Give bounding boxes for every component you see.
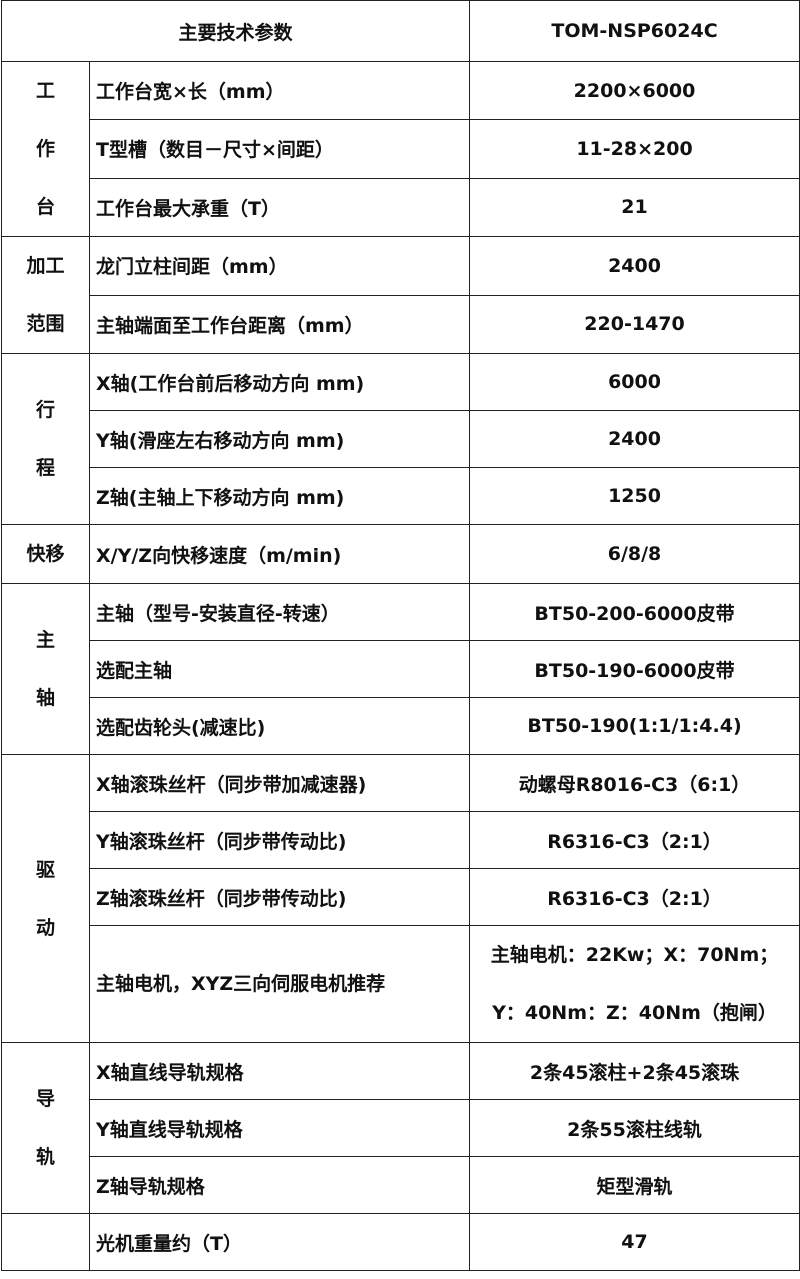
- value-cell: 2400: [469, 236, 800, 296]
- value-cell: 矩型滑轨: [469, 1156, 800, 1214]
- header-row: 主要技术参数 TOM-NSP6024C: [0, 0, 800, 62]
- param-cell: Y轴直线导轨规格: [88, 1099, 471, 1157]
- table-row: Y轴滚珠丝杆（同步带传动比) R6316-C3（2:1）: [2, 811, 800, 869]
- value-cell: BT50-190(1:1/1:4.4): [469, 697, 800, 755]
- table-row: Z轴导轨规格 矩型滑轨: [2, 1156, 800, 1214]
- table-row: 选配齿轮头(减速比) BT50-190(1:1/1:4.4): [2, 697, 800, 755]
- table-row: 快移 X/Y/Z向快移速度（m/min) 6/8/8: [1, 524, 800, 584]
- group-label: 驱动: [35, 858, 55, 939]
- table-row: Z轴(主轴上下移动方向 mm) 1250: [2, 467, 800, 525]
- param-cell: 主轴端面至工作台距离（mm）: [88, 294, 471, 354]
- value-cell: 220-1470: [469, 294, 800, 354]
- value-cell: 主轴电机：22Kw；X：70Nm；Y：40Nm：Z：40Nm（抱闸）: [469, 925, 800, 1043]
- value-cell: 2条45滚柱+2条45滚珠: [469, 1042, 800, 1100]
- table-row: 主轴 主轴（型号-安装直径-转速） BT50-200-6000皮带: [1, 583, 800, 755]
- group-cell: 驱动: [1, 754, 90, 1043]
- table-row: 工作台 工作台宽×长（mm） 2200×6000: [1, 60, 800, 237]
- param-cell: X/Y/Z向快移速度（m/min): [88, 524, 471, 584]
- group-label: 工作台: [35, 80, 55, 218]
- param-cell: Z轴滚珠丝杆（同步带传动比): [88, 868, 471, 926]
- value-cell: 11-28×200: [469, 119, 800, 179]
- table-row: 选配主轴 BT50-190-6000皮带: [2, 640, 800, 698]
- group-cell: [1, 1213, 90, 1271]
- value-cell: BT50-190-6000皮带: [469, 640, 800, 698]
- group-cell: 工作台: [1, 61, 90, 237]
- value-cell: R6316-C3（2:1）: [469, 868, 800, 926]
- param-cell: 龙门立柱间距（mm）: [88, 236, 471, 296]
- group-label: 主轴: [35, 629, 55, 709]
- header-model: TOM-NSP6024C: [469, 0, 800, 62]
- value-cell: 21: [469, 177, 800, 238]
- param-cell: X轴(工作台前后移动方向 mm): [88, 353, 471, 411]
- param-cell: 主轴（型号-安装直径-转速）: [88, 583, 471, 641]
- group-label: 加工范围: [26, 255, 65, 335]
- table-row: 加工范围 龙门立柱间距（mm） 2400: [1, 236, 800, 354]
- group-cell: 加工范围: [1, 236, 90, 354]
- table-row: 光机重量约（T） 47: [1, 1213, 800, 1271]
- param-cell: X轴滚珠丝杆（同步带加减速器): [88, 754, 471, 812]
- table-row: Y轴(滑座左右移动方向 mm) 2400: [2, 410, 800, 468]
- table-row: Y轴直线导轨规格 2条55滚柱线轨: [2, 1099, 800, 1157]
- param-cell: 主轴电机，XYZ三向伺服电机推荐: [88, 925, 471, 1043]
- group-label: 行程: [35, 399, 55, 479]
- value-cell: 2400: [469, 410, 800, 468]
- table-row: 工作台最大承重（T） 21: [2, 177, 800, 238]
- param-cell: Y轴滚珠丝杆（同步带传动比): [88, 811, 471, 869]
- table-row: Z轴滚珠丝杆（同步带传动比) R6316-C3（2:1）: [2, 868, 800, 926]
- table-row: T型槽（数目－尺寸×间距） 11-28×200: [2, 119, 800, 179]
- value-cell: 2200×6000: [469, 60, 800, 121]
- group-label: 快移: [26, 543, 65, 565]
- param-cell: X轴直线导轨规格: [88, 1042, 471, 1100]
- value-cell: 动螺母R8016-C3（6:1）: [469, 754, 800, 812]
- table-row: 导轨 X轴直线导轨规格 2条45滚柱+2条45滚珠: [1, 1042, 800, 1214]
- param-cell: 工作台最大承重（T）: [88, 177, 471, 238]
- param-cell: Z轴(主轴上下移动方向 mm): [88, 467, 471, 525]
- group-cell: 主轴: [1, 583, 90, 755]
- value-cell: R6316-C3（2:1）: [469, 811, 800, 869]
- value-cell: 2条55滚柱线轨: [469, 1099, 800, 1157]
- header-title: 主要技术参数: [0, 0, 471, 62]
- table-row: 主轴电机，XYZ三向伺服电机推荐 主轴电机：22Kw；X：70Nm；Y：40Nm：…: [2, 925, 800, 1043]
- group-cell: 导轨: [1, 1042, 90, 1214]
- param-cell: T型槽（数目－尺寸×间距）: [88, 119, 471, 179]
- table-row: 驱动 X轴滚珠丝杆（同步带加减速器) 动螺母R8016-C3（6:1）: [1, 754, 800, 1043]
- param-cell: 工作台宽×长（mm）: [88, 60, 471, 121]
- value-cell: BT50-200-6000皮带: [469, 583, 800, 641]
- value-cell: 6000: [469, 353, 800, 411]
- group-cell: 快移: [1, 524, 90, 584]
- param-cell: 光机重量约（T）: [88, 1213, 471, 1271]
- group-cell: 行程: [1, 353, 90, 525]
- table-row: 行程 X轴(工作台前后移动方向 mm) 6000: [1, 353, 800, 525]
- table-row: 主轴端面至工作台距离（mm） 220-1470: [2, 294, 800, 354]
- param-cell: 选配主轴: [88, 640, 471, 698]
- value-cell: 47: [469, 1213, 800, 1271]
- param-cell: Y轴(滑座左右移动方向 mm): [88, 410, 471, 468]
- param-cell: Z轴导轨规格: [88, 1156, 471, 1214]
- value-cell: 1250: [469, 467, 800, 525]
- value-cell: 6/8/8: [469, 524, 800, 584]
- group-label: 导轨: [35, 1088, 55, 1168]
- param-cell: 选配齿轮头(减速比): [88, 697, 471, 755]
